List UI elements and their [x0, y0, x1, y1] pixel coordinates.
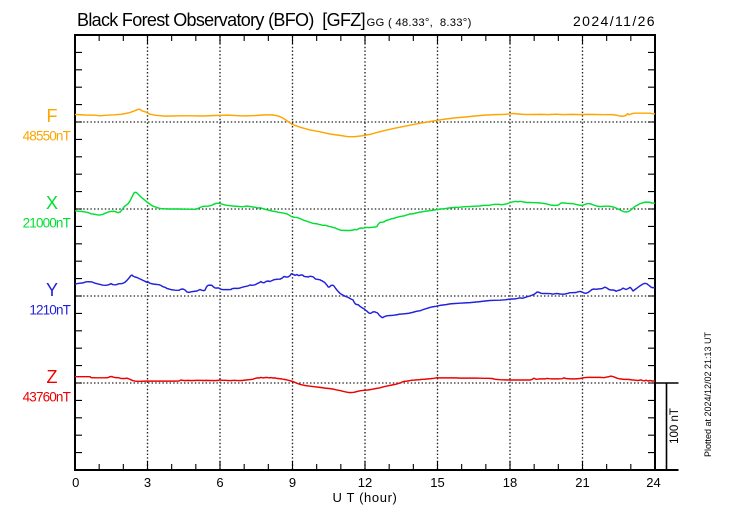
svg-text:Y: Y [46, 280, 58, 300]
svg-text:U T (hour): U T (hour) [333, 490, 398, 505]
svg-text:48550nT: 48550nT [23, 129, 71, 144]
svg-text:1210nT: 1210nT [29, 303, 70, 318]
svg-text:Black Forest Observatory (BFO): Black Forest Observatory (BFO) [GFZ] [77, 10, 365, 30]
svg-text:21000nT: 21000nT [23, 216, 71, 231]
svg-text:100 nT: 100 nT [669, 408, 681, 444]
svg-text:3: 3 [144, 475, 151, 490]
svg-text:18: 18 [503, 475, 517, 490]
svg-text:24: 24 [646, 475, 660, 490]
svg-text:9: 9 [289, 475, 296, 490]
svg-text:X: X [46, 193, 58, 213]
svg-text:43760nT: 43760nT [23, 390, 71, 405]
svg-text:0: 0 [72, 475, 79, 490]
svg-text:F: F [47, 106, 58, 126]
svg-text:21: 21 [575, 475, 589, 490]
svg-text:Plotted at 2024/12/02 21:13 UT: Plotted at 2024/12/02 21:13 UT [703, 331, 713, 457]
svg-text:15: 15 [430, 475, 444, 490]
svg-text:GG ( 48.33°, 8.33°): GG ( 48.33°, 8.33°) [367, 17, 472, 29]
svg-text:6: 6 [216, 475, 223, 490]
svg-text:Z: Z [47, 367, 58, 387]
svg-text:12: 12 [358, 475, 372, 490]
svg-text:2024/11/26: 2024/11/26 [573, 13, 656, 29]
